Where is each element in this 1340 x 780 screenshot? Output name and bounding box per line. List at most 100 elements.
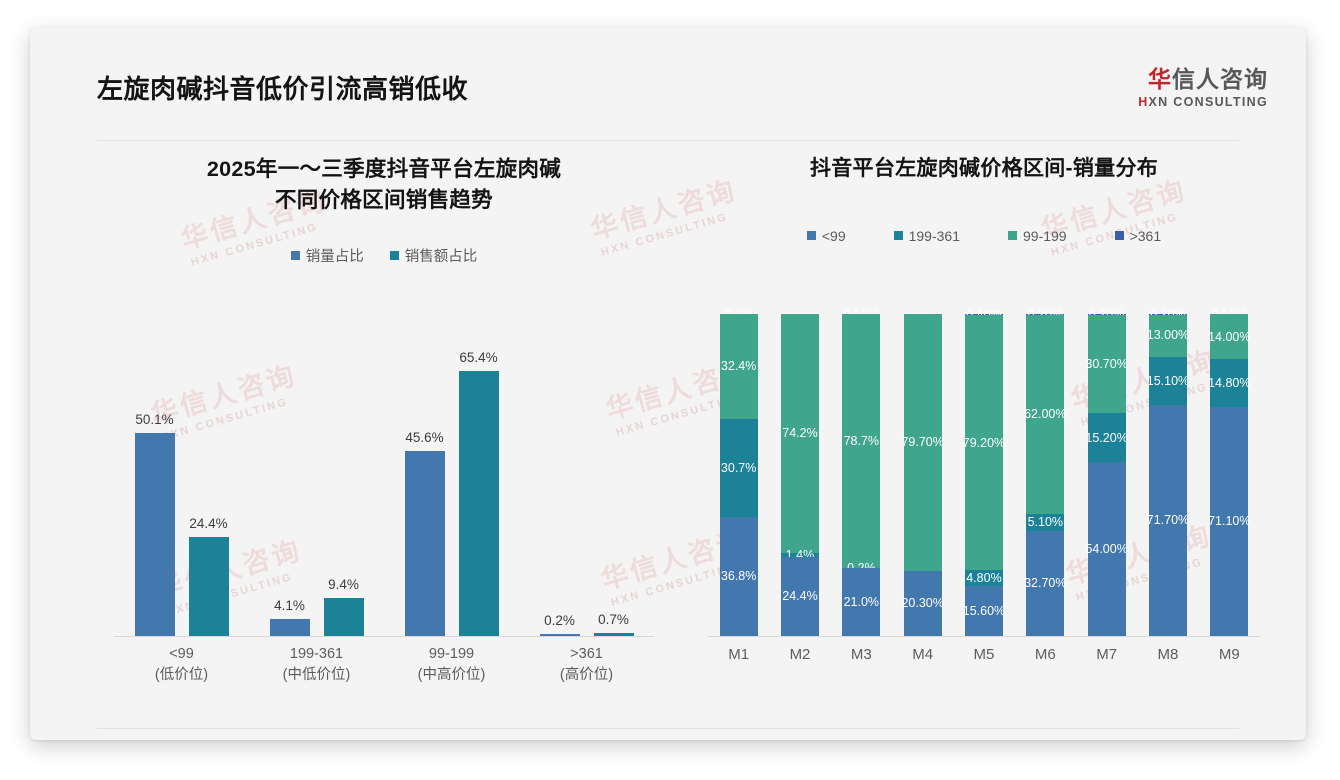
stack-segment-199-361[interactable]: 5.10%: [1026, 514, 1065, 531]
stack-value-label: 71.10%: [1208, 514, 1251, 529]
bar-value-label: 50.1%: [135, 411, 174, 427]
x-tick-M7: M7: [1096, 646, 1118, 663]
bar-销售额占比-<99[interactable]: 24.4%: [188, 516, 229, 636]
stack-value-label: 15.10%: [1146, 373, 1190, 388]
bar-销量占比-<99[interactable]: 50.1%: [134, 412, 175, 636]
stack-segment-99-199[interactable]: 32.4%: [719, 314, 758, 419]
x-tick-sub: (低价位): [154, 667, 209, 684]
stack-value-label: 14.80%: [1208, 375, 1251, 390]
legend-item->361[interactable]: >361: [1114, 227, 1162, 244]
stacked-bar-group-M3: 0.10%78.7%0.2%21.0%: [831, 308, 892, 636]
stack-segment-99-199[interactable]: 14.00%: [1208, 314, 1250, 360]
chart-panel-right: 抖音平台左旋肉碱价格区间-销量分布 <99 199-361 99-199 >361 0…: [690, 154, 1278, 694]
page-title: 左旋肉碱抖音低价引流高销低收: [97, 74, 469, 104]
legend-swatch-icon: [290, 251, 300, 261]
stack-segment-199-361[interactable]: 4.80%: [964, 570, 1003, 586]
header-divider: [97, 140, 1239, 141]
slide-header: 左旋肉碱抖音低价引流高销低收 华信人咨询 HXN CONSULTING: [30, 28, 1306, 120]
x-tick-main: 99-199: [428, 646, 475, 662]
stack-segment-199-361[interactable]: 15.10%: [1146, 356, 1190, 406]
stack-value-label: 13.00%: [1146, 328, 1190, 343]
stacked-bar-M9[interactable]: 0.10%14.00%14.80%71.10%: [1208, 308, 1251, 636]
stack-segment-99-199[interactable]: 13.00%: [1146, 314, 1190, 357]
right-chart-area: 0.1%32.4%30.7%36.8% 74.2%1.4%24.4% 0.10%78…: [690, 308, 1278, 674]
bar-value-label: 9.4%: [328, 576, 359, 592]
stack-segment-199-361[interactable]: 30.7%: [719, 418, 758, 518]
x-tick-M2: M2: [789, 646, 811, 663]
bar-rect: [323, 597, 364, 636]
stack-value-label: 78.7%: [843, 433, 880, 448]
stack-segment-199-361[interactable]: 15.20%: [1085, 413, 1128, 463]
legend-item-销售额占比[interactable]: 销售额占比: [389, 245, 478, 266]
stacked-bar-group-M4: 79.70% 20.30%: [892, 314, 953, 636]
x-tick-199-361: 199-361 (中低价位): [249, 644, 384, 686]
stacked-bar-M4[interactable]: 79.70% 20.30%: [901, 314, 944, 636]
x-tick-<99: <99 (低价位): [114, 644, 249, 686]
legend-item-199-361[interactable]: 199-361: [893, 228, 960, 244]
stack-value-label: 20.30%: [901, 596, 944, 611]
stacked-bar-group-M8: 0.20%13.00%15.10%71.70%: [1137, 308, 1198, 636]
stack-value-label: 24.4%: [782, 589, 818, 604]
stack-value-label: 30.70%: [1085, 356, 1128, 371]
stack-segment-99-199[interactable]: 79.20%: [963, 315, 1005, 571]
stacked-bar-M5[interactable]: 0.40%79.20%4.80%15.60%: [963, 308, 1005, 636]
stack-segment-99-199[interactable]: 74.2%: [780, 314, 819, 553]
x-tick-main: >361: [570, 646, 603, 662]
stacked-bar-group-M5: 0.40%79.20%4.80%15.60%: [953, 308, 1014, 636]
stack-value-label: 54.00%: [1085, 541, 1128, 556]
stacked-bar-M7[interactable]: 0.20%30.70%15.20%54.00%: [1085, 308, 1128, 636]
legend-swatch-icon: [806, 231, 816, 241]
stack-segment-<99[interactable]: 54.00%: [1085, 462, 1128, 636]
stacked-bar-group-M1: 0.1%32.4%30.7%36.8%: [708, 308, 769, 636]
right-plot: 0.1%32.4%30.7%36.8% 74.2%1.4%24.4% 0.10%78…: [708, 308, 1260, 636]
stack-segment-99-199[interactable]: 30.70%: [1085, 314, 1128, 414]
bar-销量占比-99-199[interactable]: 45.6%: [404, 430, 445, 636]
stack-segment-199-361[interactable]: 14.80%: [1208, 359, 1251, 408]
bar-销售额占比-99-199[interactable]: 65.4%: [458, 350, 499, 636]
bar-value-label: 65.4%: [459, 349, 498, 365]
stack-segment-<99[interactable]: 24.4%: [780, 557, 819, 636]
stack-value-label: 32.70%: [1024, 576, 1067, 591]
stack-segment-99-199[interactable]: 78.7%: [842, 314, 881, 568]
legend-item-销量占比[interactable]: 销量占比: [290, 245, 364, 266]
stack-segment-99-199[interactable]: 62.00%: [1024, 314, 1067, 515]
stack-segment-<99[interactable]: 71.10%: [1208, 407, 1251, 636]
x-tick-M9: M9: [1218, 646, 1240, 663]
right-x-axis-line: [708, 636, 1260, 637]
legend-label: 销售额占比: [404, 249, 478, 266]
legend-swatch-icon: [389, 251, 399, 261]
stack-segment-<99[interactable]: 71.70%: [1147, 405, 1189, 636]
left-chart-area: 50.1% 24.4% 4.1% 9.4% 45.6% 65.4% 0.2% 0.7% <99…: [90, 344, 678, 694]
stacked-bar-M1[interactable]: 0.1%32.4%30.7%36.8%: [719, 308, 758, 636]
bar-销售额占比-199-361[interactable]: 9.4%: [323, 577, 364, 636]
bar-销售额占比->361[interactable]: 0.7%: [593, 612, 634, 636]
bar-rect: [134, 432, 175, 636]
legend-item-99-199[interactable]: 99-199: [1008, 228, 1067, 244]
bar-rect: [539, 634, 580, 636]
x-tick-sub: (高价位): [559, 667, 614, 684]
legend-label: >361: [1129, 227, 1162, 244]
bar-销量占比->361[interactable]: 0.2%: [539, 613, 580, 636]
stacked-bar-M8[interactable]: 0.20%13.00%15.10%71.70%: [1146, 308, 1190, 636]
legend-item-<99[interactable]: <99: [806, 228, 846, 244]
bar-rect: [188, 537, 229, 636]
stack-value-label: 21.0%: [843, 594, 880, 609]
stack-segment-<99[interactable]: 32.70%: [1024, 530, 1067, 636]
x-tick-main: <99: [169, 646, 194, 662]
stack-segment-<99[interactable]: 20.30%: [901, 570, 944, 636]
stack-value-label: 79.70%: [901, 435, 944, 450]
stack-segment-<99[interactable]: 15.60%: [963, 585, 1005, 636]
slide-card: 华信人咨询 HXN CONSULTING 华信人咨询 HXN CONSULTIN…: [30, 28, 1306, 740]
stacked-bar-M6[interactable]: 0.20%62.00%5.10%32.70%: [1024, 308, 1067, 636]
stacked-bar-M3[interactable]: 0.10%78.7%0.2%21.0%: [842, 308, 881, 636]
stack-value-label: 62.00%: [1024, 407, 1067, 422]
bar-group-<99: 50.1% 24.4%: [114, 344, 249, 636]
x-tick-M5: M5: [973, 646, 995, 663]
stack-segment-<99[interactable]: 36.8%: [719, 517, 758, 636]
bar-销量占比-199-361[interactable]: 4.1%: [269, 598, 310, 636]
bar-value-label: 45.6%: [405, 430, 444, 446]
chart-panel-left: 2025年一～三季度抖音平台左旋肉碱 不同价格区间销售趋势 销量占比 销售额占比 …: [90, 154, 678, 694]
stack-segment-<99[interactable]: 21.0%: [842, 568, 881, 636]
stack-segment-99-199[interactable]: 79.70%: [901, 314, 944, 571]
stacked-bar-M2[interactable]: 74.2% 1.4% 24.4%: [780, 314, 819, 636]
